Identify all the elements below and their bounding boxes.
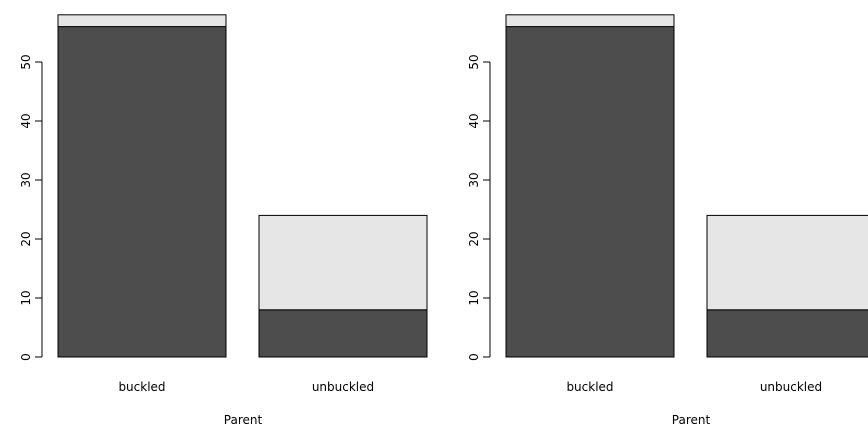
bar-unbuckled-segment-0 [706, 309, 868, 358]
chart-panel-left: buckled unbuckled 0 10 20 30 40 50 Parent [19, 14, 428, 425]
y-tick-label: 10 [467, 290, 481, 305]
bar-buckled-segment-1 [57, 14, 227, 28]
y-tick-label: 50 [19, 54, 33, 69]
x-axis-title: Parent [672, 413, 711, 425]
bar-buckled-segment-1 [505, 14, 675, 28]
x-tick-label: buckled [566, 380, 613, 394]
bar-buckled-segment-0 [57, 26, 227, 358]
bar-unbuckled-segment-0 [258, 309, 428, 358]
chart-panel-right: buckled unbuckled 0 10 20 30 40 50 Parent [467, 14, 868, 425]
y-tick-label: 0 [467, 353, 481, 361]
y-tick-label: 50 [467, 54, 481, 69]
x-tick-label: unbuckled [312, 380, 374, 394]
x-tick-label: unbuckled [760, 380, 822, 394]
y-tick-label: 40 [467, 113, 481, 128]
y-tick-label: 20 [19, 231, 33, 246]
y-tick-label: 0 [19, 353, 33, 361]
y-tick-label: 30 [467, 172, 481, 187]
bar-unbuckled-segment-1 [258, 214, 428, 311]
x-axis-title: Parent [224, 413, 263, 425]
bar-buckled-segment-0 [505, 26, 675, 358]
y-tick-label: 40 [19, 113, 33, 128]
y-tick-label: 30 [19, 172, 33, 187]
bar-unbuckled-segment-1 [706, 214, 868, 311]
x-tick-label: buckled [118, 380, 165, 394]
y-tick-label: 10 [19, 290, 33, 305]
y-tick-label: 20 [467, 231, 481, 246]
